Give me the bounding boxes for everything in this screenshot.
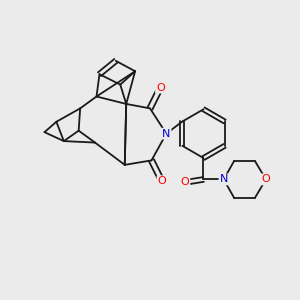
Text: N: N bbox=[162, 129, 170, 139]
Text: O: O bbox=[156, 82, 165, 93]
Text: N: N bbox=[220, 174, 228, 184]
Text: O: O bbox=[158, 176, 166, 186]
Text: O: O bbox=[181, 177, 189, 188]
Text: O: O bbox=[262, 174, 270, 184]
